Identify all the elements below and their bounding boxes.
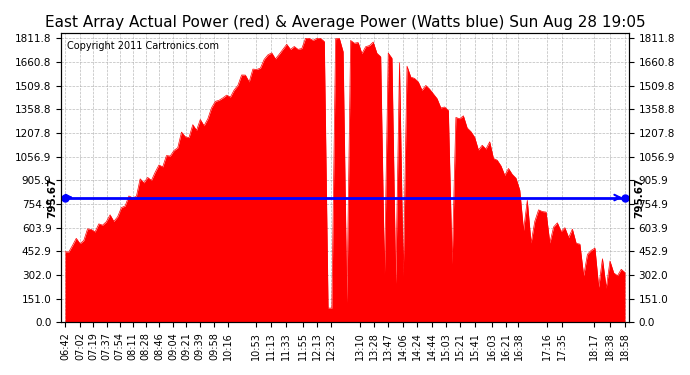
Title: East Array Actual Power (red) & Average Power (Watts blue) Sun Aug 28 19:05: East Array Actual Power (red) & Average … — [45, 15, 645, 30]
Text: 795.67: 795.67 — [48, 177, 57, 218]
Text: Copyright 2011 Cartronics.com: Copyright 2011 Cartronics.com — [67, 41, 219, 51]
Text: 795.67: 795.67 — [634, 177, 644, 218]
